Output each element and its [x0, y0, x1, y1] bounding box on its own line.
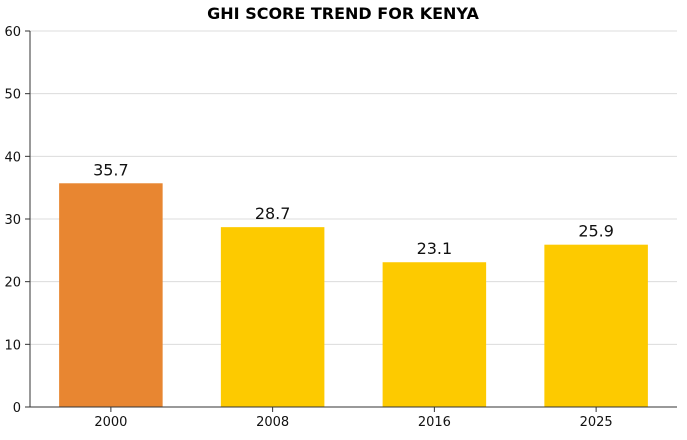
- bar-2025: [544, 244, 648, 407]
- y-tick-label: 50: [4, 88, 21, 103]
- bar-2000: [59, 183, 163, 407]
- data-label: 35.7: [93, 160, 129, 179]
- data-label: 25.9: [578, 222, 614, 241]
- x-axis-ticks: 2000 2008 2016 2025: [94, 407, 613, 430]
- y-tick-label: 10: [4, 338, 21, 353]
- data-label: 28.7: [255, 204, 291, 223]
- x-tick-label: 2016: [418, 415, 451, 430]
- bar-2008: [220, 227, 325, 407]
- y-tick-label: 20: [4, 276, 21, 291]
- data-labels: 35.7 28.7 23.1 25.9: [93, 160, 614, 258]
- x-tick-label: 2000: [94, 415, 127, 430]
- y-tick-label: 0: [13, 401, 21, 416]
- data-label: 23.1: [417, 239, 453, 258]
- x-tick-label: 2008: [256, 415, 289, 430]
- y-tick-label: 60: [4, 25, 21, 40]
- y-axis-ticks: 0 10 20 30 40 50 60: [4, 25, 30, 416]
- y-tick-label: 40: [4, 150, 21, 165]
- x-tick-label: 2025: [580, 415, 613, 430]
- chart-title: GHI SCORE TREND FOR KENYA: [207, 4, 479, 23]
- bars: [59, 183, 648, 407]
- y-tick-label: 30: [4, 213, 21, 228]
- bar-2016: [382, 262, 487, 407]
